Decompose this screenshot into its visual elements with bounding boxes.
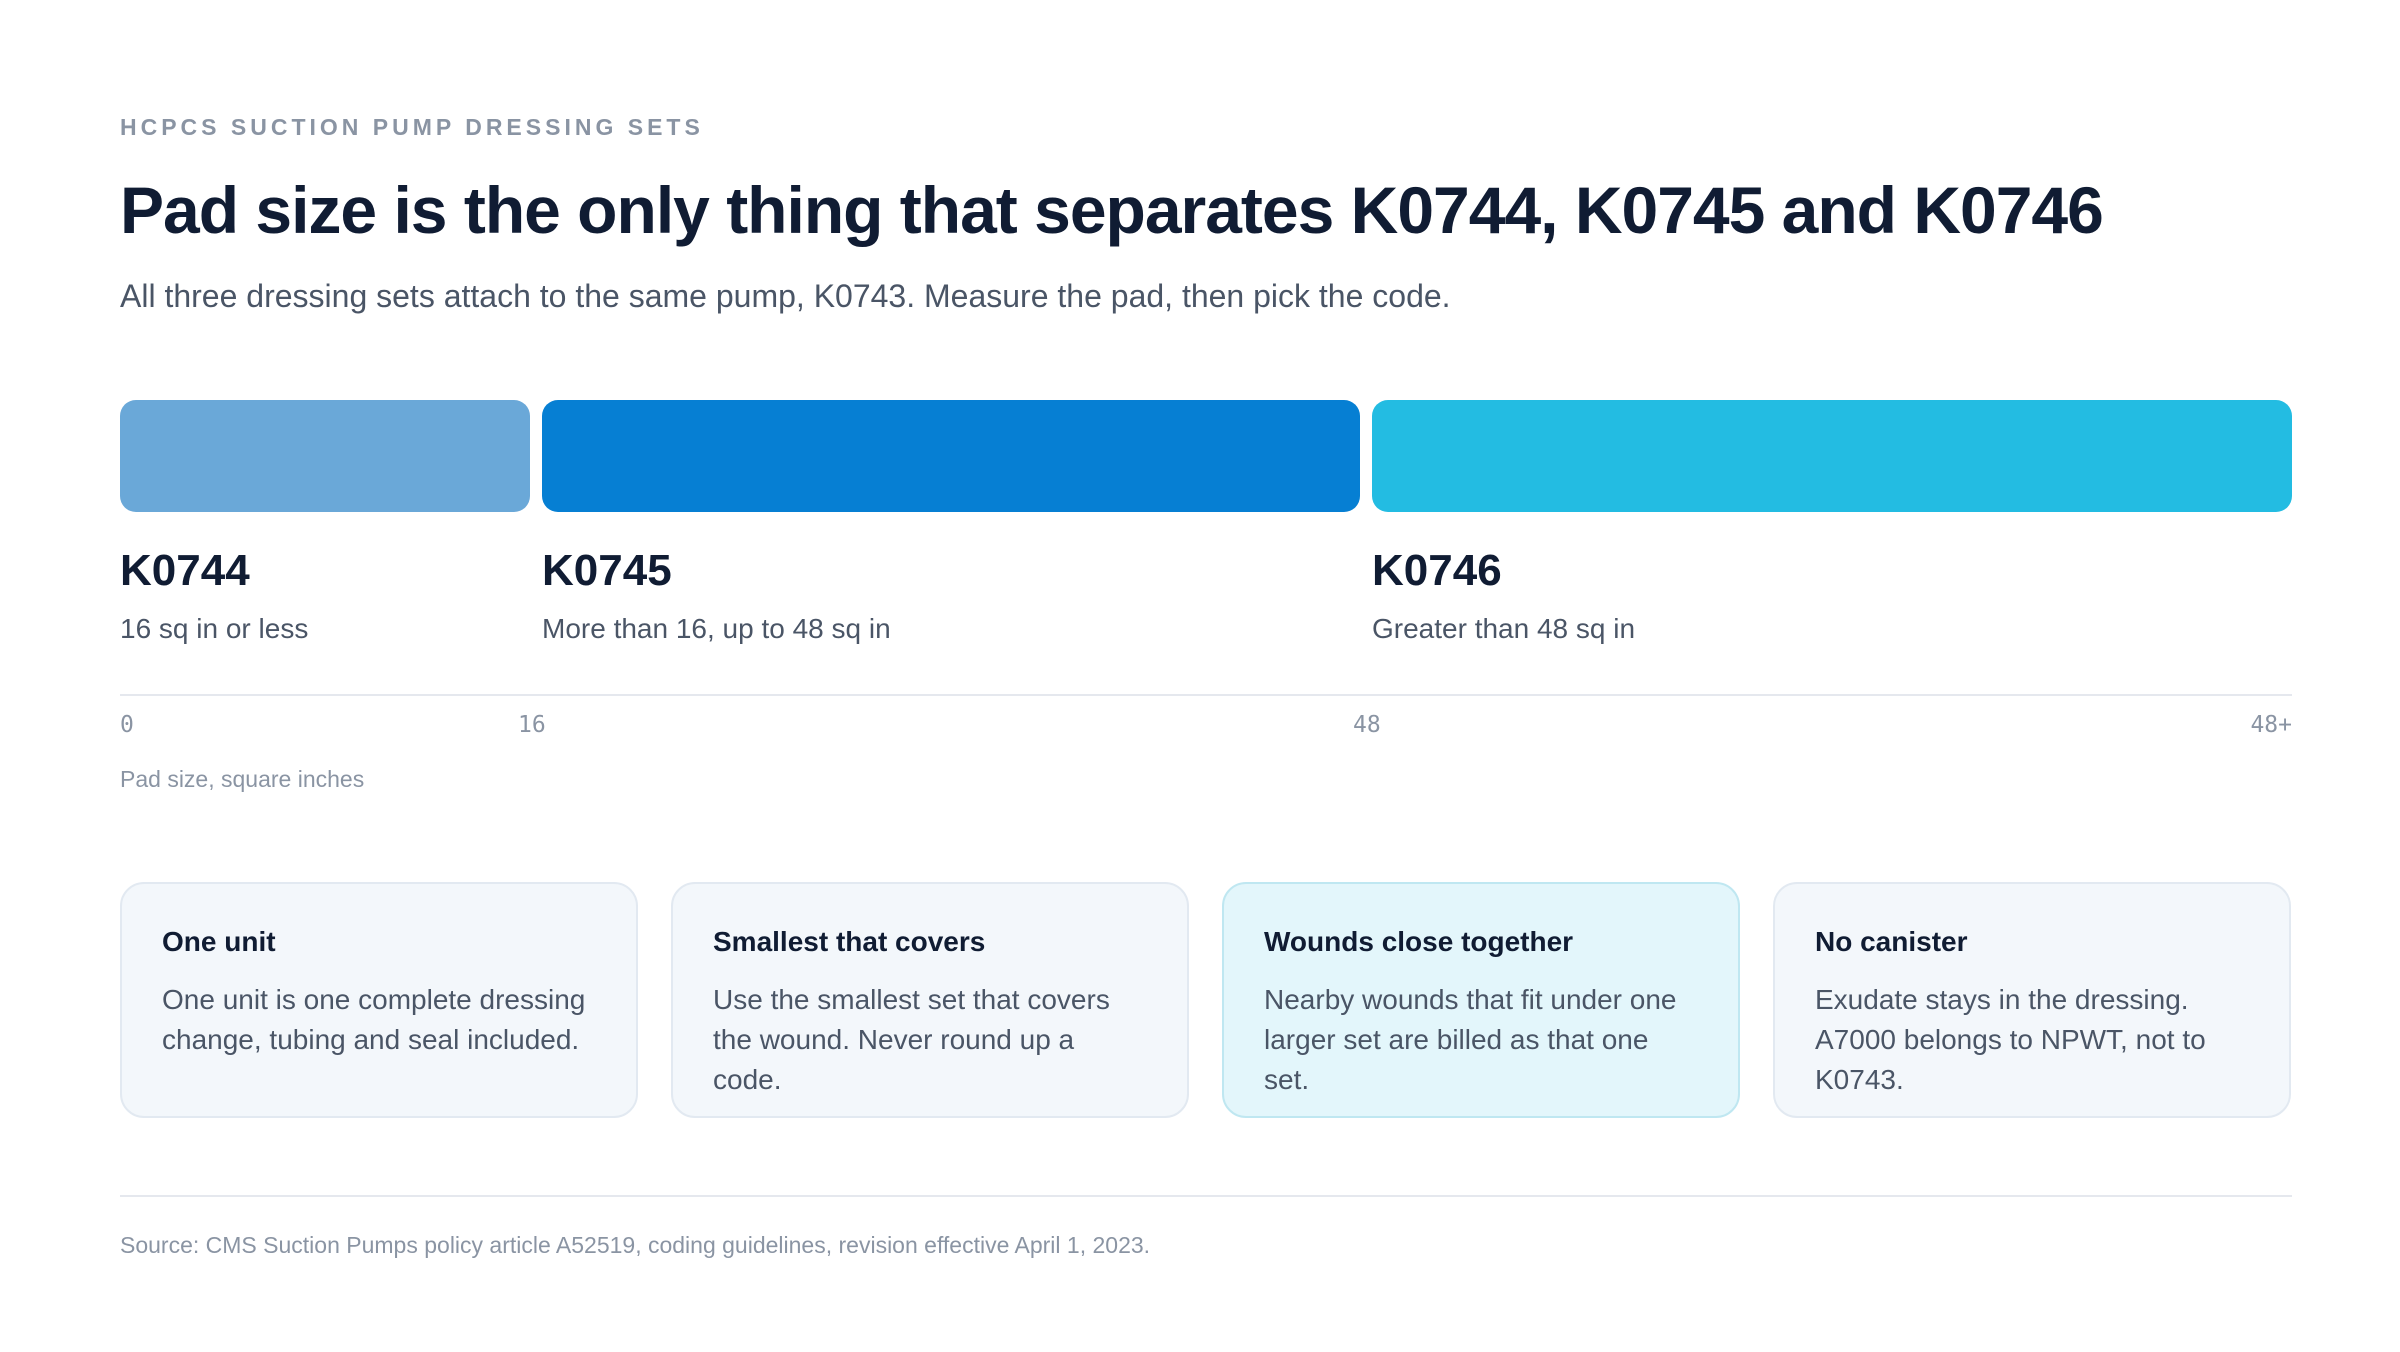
axis-line xyxy=(120,694,2292,696)
rule-card-smallest-that-covers: Smallest that covers Use the smallest se… xyxy=(671,882,1189,1118)
card-text: One unit is one complete dressing change… xyxy=(162,984,586,1055)
range-label-k0746: Greater than 48 sq in xyxy=(1372,613,1636,644)
eyebrow-label: HCPCS SUCTION PUMP DRESSING SETS xyxy=(120,114,704,140)
card-title: Smallest that covers xyxy=(713,926,986,957)
rule-card-one-unit: One unit One unit is one complete dressi… xyxy=(120,882,638,1118)
page-title: Pad size is the only thing that separate… xyxy=(120,173,2104,247)
card-title: One unit xyxy=(162,926,276,957)
axis-label: Pad size, square inches xyxy=(120,766,365,792)
card-title: Wounds close together xyxy=(1264,926,1574,957)
card-title: No canister xyxy=(1815,926,1968,957)
range-label-k0744: 16 sq in or less xyxy=(120,613,309,644)
rule-card-no-canister: No canister Exudate stays in the dressin… xyxy=(1773,882,2291,1118)
card-text: Nearby wounds that fit under one larger … xyxy=(1264,984,1677,1095)
tick-label-48: 48 xyxy=(1353,712,1381,738)
code-label-k0744: K0744 xyxy=(120,546,250,595)
card-text: Exudate stays in the dressing. A7000 bel… xyxy=(1815,984,2206,1095)
bar-k0746 xyxy=(1372,400,2292,512)
footer-divider xyxy=(120,1195,2292,1197)
rule-card-wounds-close-together: Wounds close together Nearby wounds that… xyxy=(1222,882,1740,1118)
code-label-k0746: K0746 xyxy=(1372,546,1502,595)
tick-label-16: 16 xyxy=(518,712,546,738)
code-label-k0745: K0745 xyxy=(542,546,672,595)
card-text: Use the smallest set that covers the wou… xyxy=(713,984,1110,1095)
range-label-k0745: More than 16, up to 48 sq in xyxy=(542,613,891,644)
tick-label-0: 0 xyxy=(120,712,134,738)
page-subtitle: All three dressing sets attach to the sa… xyxy=(120,278,1451,314)
source-note: Source: CMS Suction Pumps policy article… xyxy=(120,1232,1151,1258)
bar-k0744 xyxy=(120,400,530,512)
bar-k0745 xyxy=(542,400,1360,512)
tick-label-48-plus: 48+ xyxy=(2250,712,2292,738)
